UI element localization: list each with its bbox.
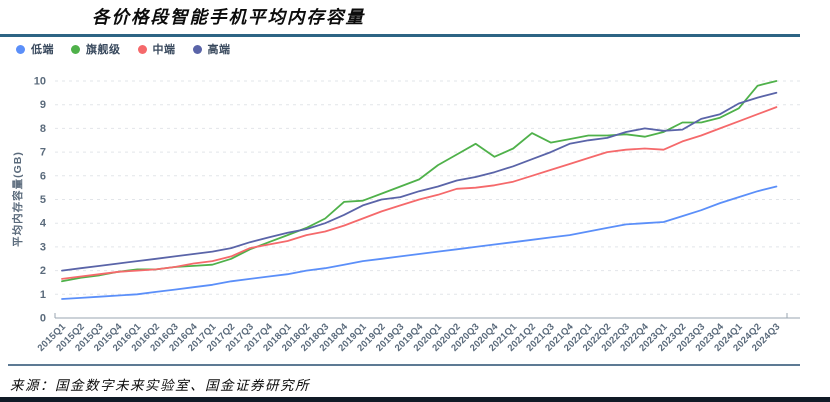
title-divider xyxy=(0,34,800,37)
svg-text:7: 7 xyxy=(40,147,46,159)
svg-text:3: 3 xyxy=(40,241,46,253)
legend-dot-icon xyxy=(16,44,25,54)
svg-text:1: 1 xyxy=(40,289,46,301)
svg-text:6: 6 xyxy=(40,170,46,182)
svg-text:平均内存容量(GB): 平均内存容量(GB) xyxy=(11,151,24,247)
legend-dot-icon xyxy=(137,44,147,54)
legend-item-flagship[interactable]: 旗舰级 xyxy=(71,41,121,57)
legend-item-high-end[interactable]: 高端 xyxy=(192,41,231,57)
svg-text:5: 5 xyxy=(40,194,46,206)
svg-text:9: 9 xyxy=(40,99,46,111)
svg-text:4: 4 xyxy=(40,218,47,230)
svg-text:10: 10 xyxy=(34,76,46,88)
svg-text:8: 8 xyxy=(40,123,46,135)
legend-label: 中端 xyxy=(152,44,176,56)
legend-item-low-end[interactable]: 低端 xyxy=(16,41,54,57)
source-note: 来源：国金数字未来实验室、国金证券研究所 xyxy=(10,378,310,394)
svg-text:0: 0 xyxy=(40,313,46,325)
legend-label: 高端 xyxy=(207,44,231,56)
chart-legend: 低端 旗舰级 中端 高端 xyxy=(16,41,231,57)
svg-text:2: 2 xyxy=(40,265,46,277)
bottom-border xyxy=(0,397,830,402)
legend-dot-icon xyxy=(192,44,202,54)
legend-item-mid-range[interactable]: 中端 xyxy=(137,41,176,57)
chart-title: 各价格段智能手机平均内存容量 xyxy=(92,8,365,28)
source-divider xyxy=(8,364,800,366)
legend-dot-icon xyxy=(71,44,80,54)
legend-label: 旗舰级 xyxy=(86,44,121,56)
legend-label: 低端 xyxy=(31,44,54,56)
